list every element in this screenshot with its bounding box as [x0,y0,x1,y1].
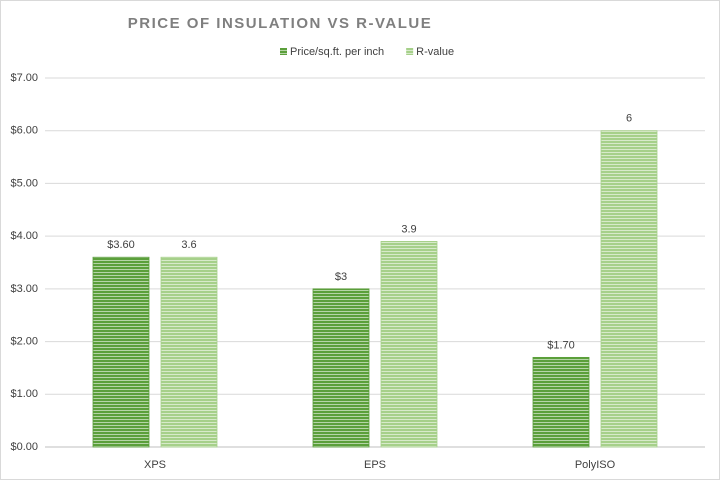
bar [312,288,370,448]
legend-label: Price/sq.ft. per inch [290,46,384,58]
legend-swatch [406,48,414,55]
x-tick-label: PolyISO [575,459,616,471]
value-label: $1.70 [547,339,575,351]
bar [532,356,590,448]
x-tick-label: XPS [144,459,166,471]
y-tick-label: $5.00 [10,177,38,189]
legend-swatch [280,48,287,55]
y-tick-label: $6.00 [10,125,38,137]
legend-label: R-value [416,46,454,58]
bar [600,130,658,448]
chart-title: PRICE OF INSULATION VS R-VALUE [128,15,432,32]
bar [92,256,150,448]
bar [160,256,218,448]
value-label: $3 [335,271,347,283]
value-label: 3.6 [181,239,196,251]
y-tick-label: $1.00 [10,388,38,400]
bar [380,241,438,448]
y-tick-label: $2.00 [10,335,38,347]
value-label: 6 [626,113,632,125]
y-tick-label: $7.00 [10,72,38,84]
x-tick-label: EPS [364,459,386,471]
y-tick-label: $3.00 [10,283,38,295]
value-label: $3.60 [107,239,135,251]
y-tick-label: $4.00 [10,230,38,242]
y-tick-label: $0.00 [10,441,38,453]
value-label: 3.9 [401,223,416,235]
